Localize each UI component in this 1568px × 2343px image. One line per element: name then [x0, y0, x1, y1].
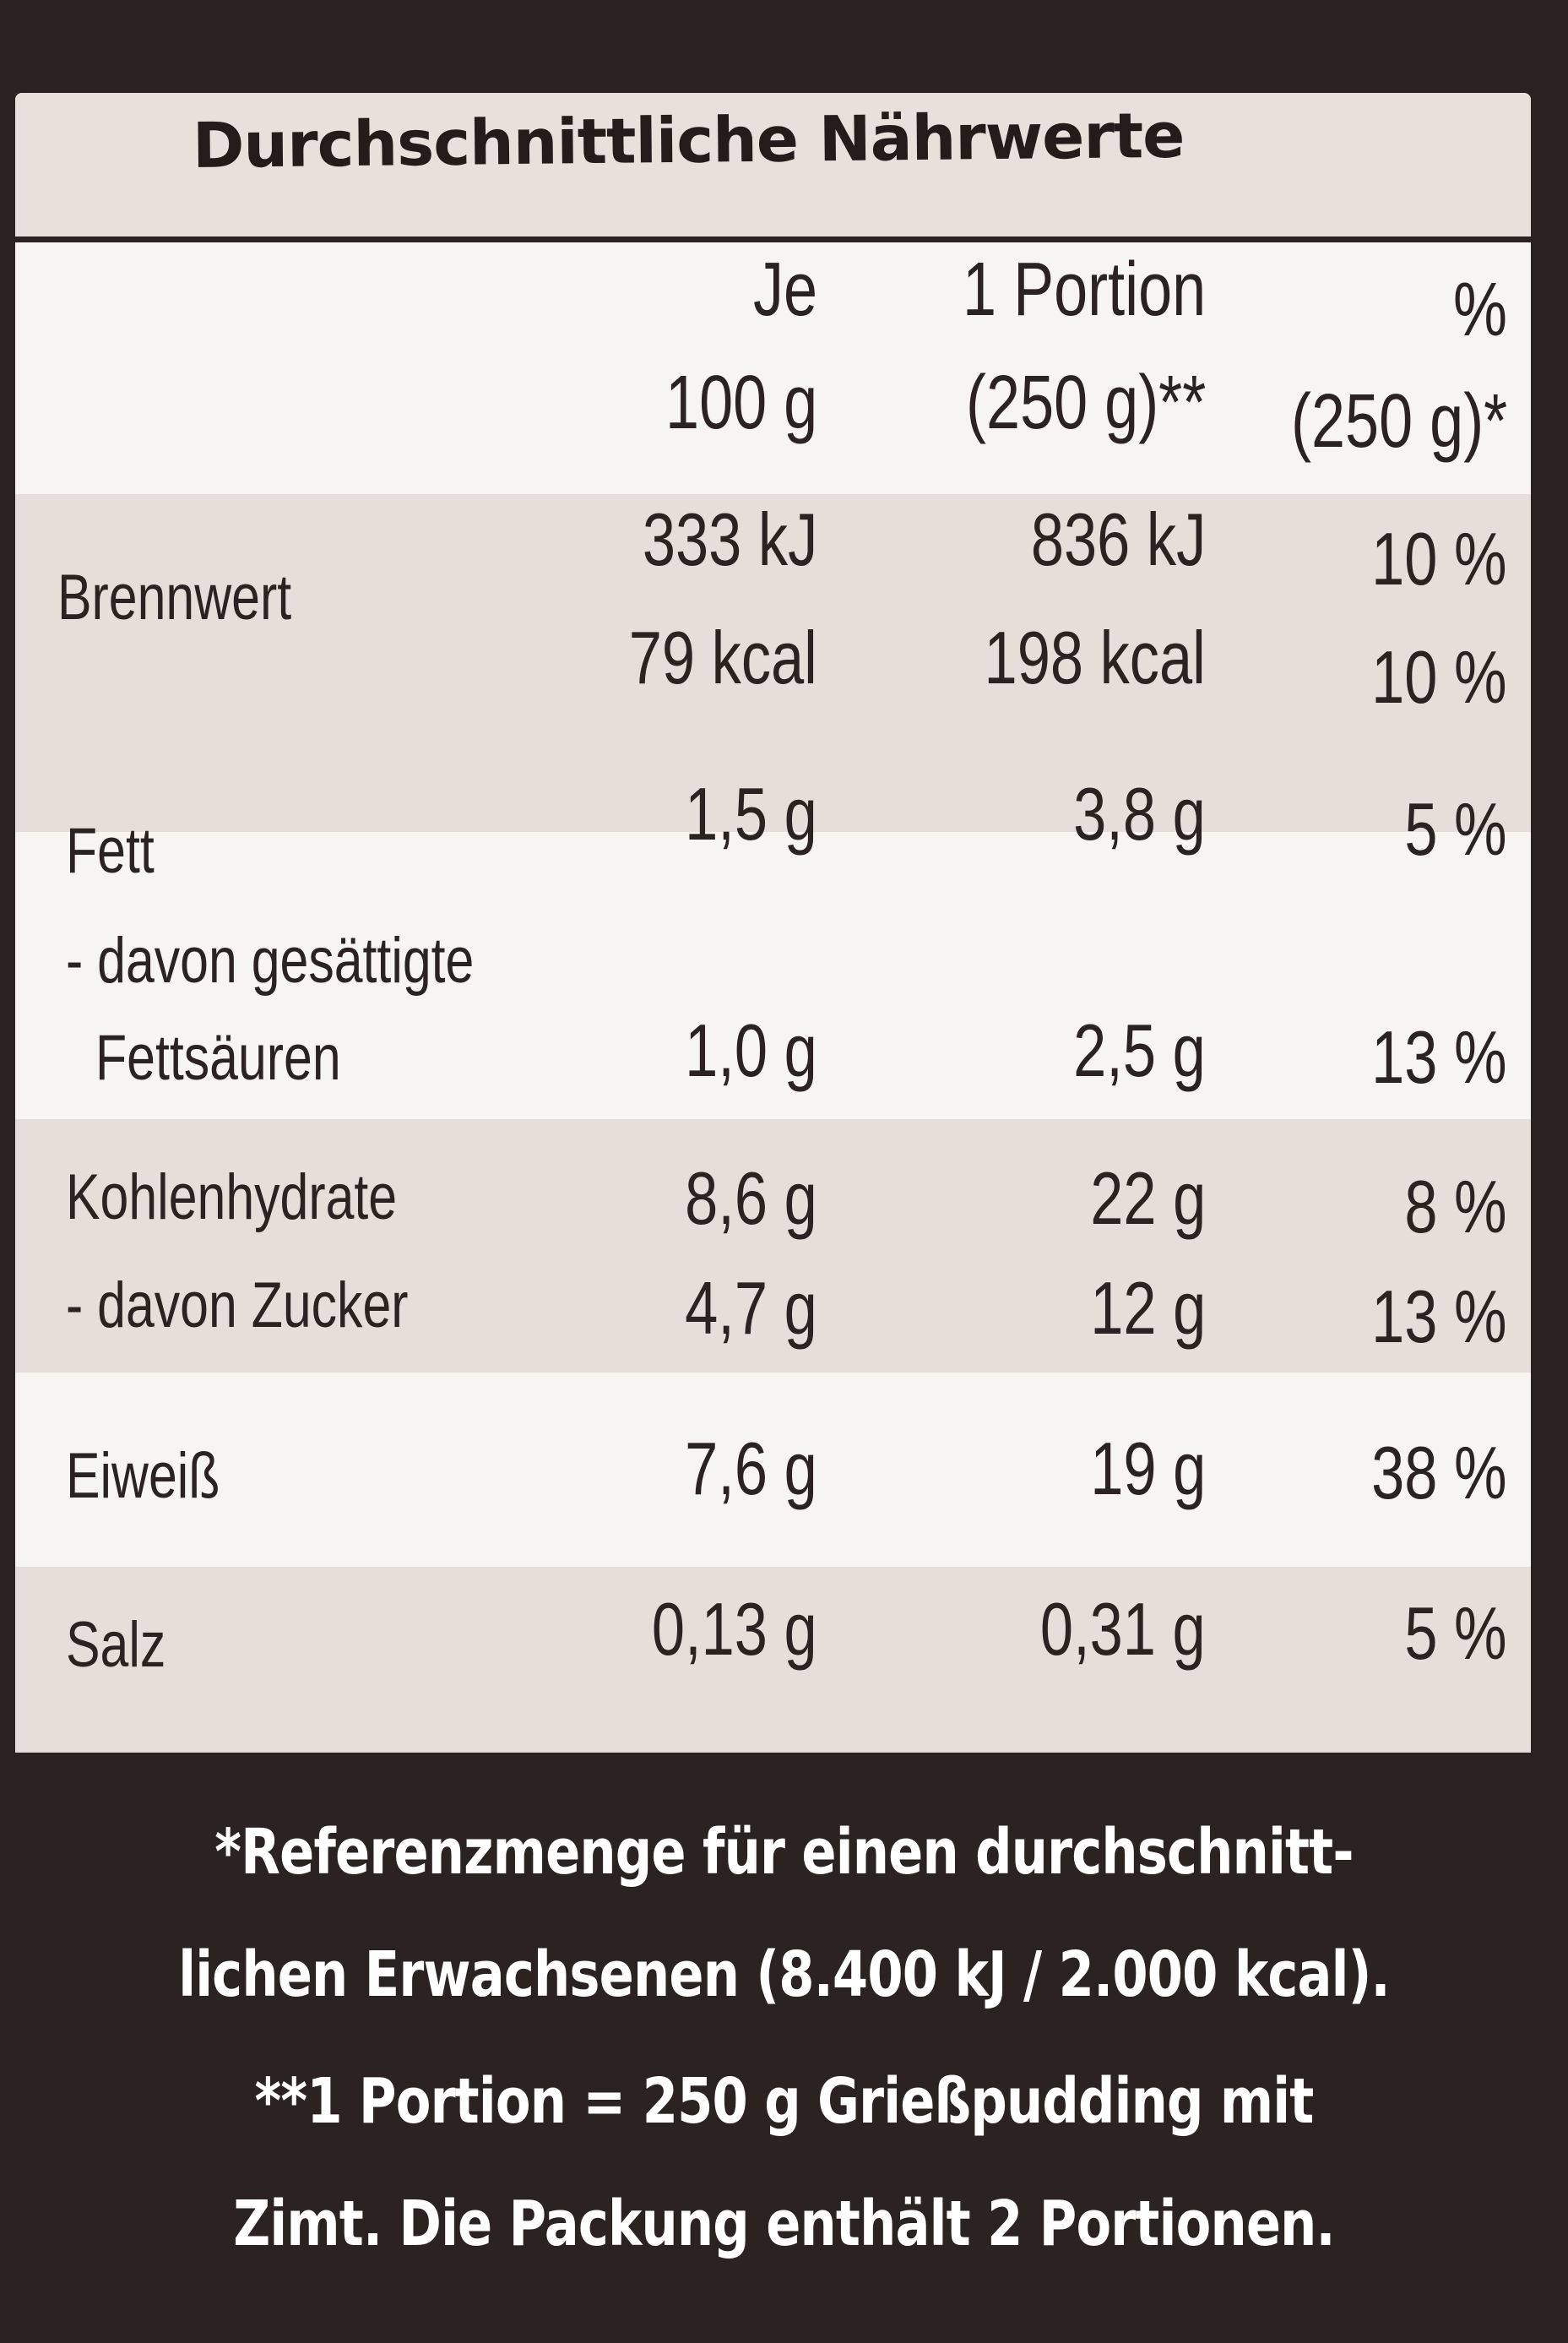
header-col2-line1: 1 Portion — [962, 247, 1206, 332]
footnote-line-1: *Referenzmenge für einen durchschnitt- — [214, 1816, 1354, 1889]
value-gesaettigte-per100: 1,0 g — [685, 1008, 817, 1092]
footnote-line-4: Zimt. Die Packung enthält 2 Portionen. — [233, 2188, 1335, 2260]
value-kj-portion: 836 kJ — [1030, 497, 1206, 581]
nutrition-table: Durchschnittliche Nährwerte Je 100 g 1 P… — [15, 93, 1531, 1753]
header-col2-line2: (250 g)** — [965, 361, 1206, 445]
value-salz-percent: 5 % — [1404, 1591, 1507, 1675]
value-kj-per100: 333 kJ — [642, 497, 817, 581]
title-bar: Durchschnittliche Nährwerte — [15, 93, 1531, 242]
label-fett: Fett — [66, 815, 155, 887]
row-band-kohlenhydrate — [15, 1119, 1531, 1373]
value-salz-per100: 0,13 g — [652, 1587, 817, 1671]
value-kcal-portion: 198 kcal — [984, 616, 1206, 699]
value-eiweiss-portion: 19 g — [1089, 1427, 1206, 1510]
row-band-brennwert — [15, 494, 1531, 832]
row-band-salz — [15, 1567, 1531, 1753]
label-gesaettigte-line1: - davon gesättigte — [66, 925, 475, 997]
value-fett-percent: 5 % — [1404, 787, 1507, 871]
label-brennwert: Brennwert — [57, 562, 292, 633]
header-col3-line1: % — [1452, 268, 1507, 352]
header-col1-line1: Je — [752, 247, 817, 332]
value-zucker-portion: 12 g — [1089, 1266, 1206, 1350]
value-zucker-per100: 4,7 g — [685, 1266, 817, 1350]
value-kohlenhydrate-per100: 8,6 g — [685, 1156, 817, 1240]
value-kohlenhydrate-portion: 22 g — [1089, 1156, 1206, 1240]
table-title: Durchschnittliche Nährwerte — [192, 99, 1185, 182]
header-col3-line2: (250 g)* — [1290, 379, 1507, 464]
label-gesaettigte-line2: Fettsäuren — [95, 1022, 341, 1094]
footnote-line-3: **1 Portion = 250 g Grießpudding mit — [254, 2065, 1315, 2138]
value-zucker-percent: 13 % — [1371, 1275, 1507, 1358]
value-eiweiss-percent: 38 % — [1371, 1431, 1507, 1514]
value-kcal-per100: 79 kcal — [628, 616, 817, 699]
value-gesaettigte-percent: 13 % — [1371, 1015, 1507, 1099]
value-kj-percent: 10 % — [1371, 517, 1507, 601]
value-kcal-percent: 10 % — [1371, 635, 1507, 719]
value-fett-portion: 3,8 g — [1073, 772, 1206, 856]
value-eiweiss-per100: 7,6 g — [685, 1427, 817, 1510]
header-col1-line2: 100 g — [665, 361, 817, 445]
label-eiweiss: Eiweiß — [66, 1440, 220, 1512]
value-kohlenhydrate-percent: 8 % — [1404, 1165, 1507, 1248]
footnote-line-2: lichen Erwachsenen (8.400 kJ / 2.000 kca… — [178, 1938, 1390, 2011]
value-gesaettigte-portion: 2,5 g — [1073, 1008, 1206, 1092]
label-salz: Salz — [66, 1609, 166, 1681]
value-fett-per100: 1,5 g — [685, 772, 817, 856]
value-salz-portion: 0,31 g — [1040, 1587, 1206, 1671]
label-kohlenhydrate: Kohlenhydrate — [66, 1161, 398, 1233]
label-zucker: - davon Zucker — [66, 1269, 409, 1341]
